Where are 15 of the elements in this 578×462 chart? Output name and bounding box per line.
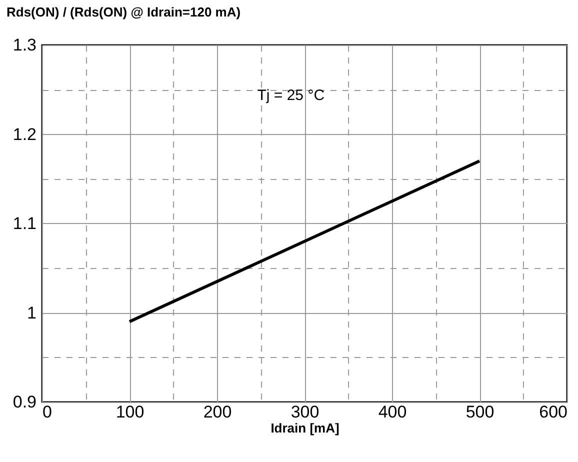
x-tick-label: 100 bbox=[116, 402, 144, 422]
x-axis-title: Idrain [mA] bbox=[270, 420, 340, 436]
x-tick-label: 600 bbox=[539, 402, 568, 422]
annotation: Tj = 25 °C bbox=[257, 86, 325, 104]
y-tick-label: 1.3 bbox=[12, 36, 36, 54]
y-axis-title: Rds(ON) / (Rds(ON) @ Idrain=120 mA) bbox=[6, 4, 241, 20]
x-tick-label: 500 bbox=[466, 402, 494, 422]
y-tick-label: 1.1 bbox=[12, 214, 36, 233]
x-tick-label: 0 bbox=[42, 402, 52, 422]
x-tick-label: 300 bbox=[290, 402, 320, 422]
y-tick-label: 1.2 bbox=[12, 124, 36, 144]
x-tick-label: 200 bbox=[203, 402, 232, 422]
x-tick-label: 400 bbox=[378, 402, 407, 422]
y-tick-label: 0.9 bbox=[12, 392, 36, 412]
y-tick-label: 1 bbox=[27, 303, 36, 322]
